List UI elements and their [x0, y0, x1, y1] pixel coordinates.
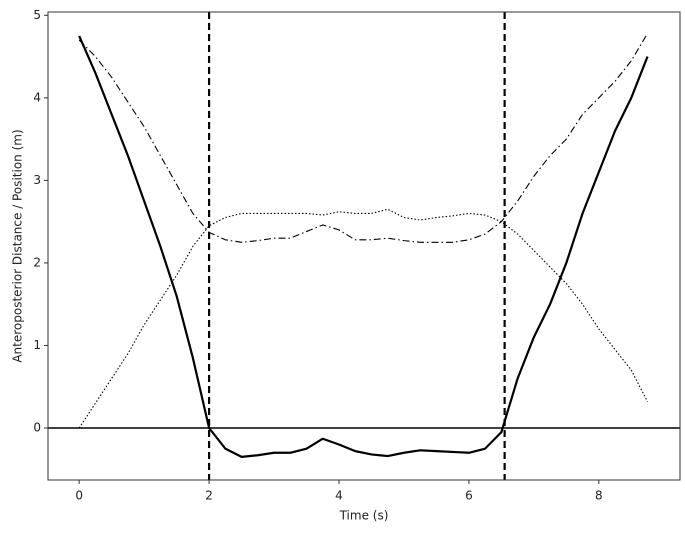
- x-axis-label: Time (s): [339, 509, 389, 523]
- plot-frame: [47, 11, 681, 481]
- series-line: [78, 33, 648, 243]
- x-tick-label: 6: [465, 489, 473, 503]
- x-tick-label: 2: [205, 489, 213, 503]
- y-tick-label: 0: [33, 421, 41, 435]
- y-tick-label: 2: [33, 255, 41, 269]
- y-tick-label: 4: [33, 90, 41, 104]
- y-axis-label: Anteroposterior Distance / Position (m): [11, 129, 25, 362]
- y-tick-label: 5: [33, 8, 41, 22]
- x-tick-label: 0: [75, 489, 83, 503]
- series-line: [78, 35, 649, 458]
- x-tick-label: 4: [335, 489, 343, 503]
- series-line: [78, 208, 649, 429]
- x-tick-label: 8: [595, 489, 603, 503]
- y-tick-label: 3: [33, 173, 41, 187]
- y-tick-label: 1: [33, 338, 41, 352]
